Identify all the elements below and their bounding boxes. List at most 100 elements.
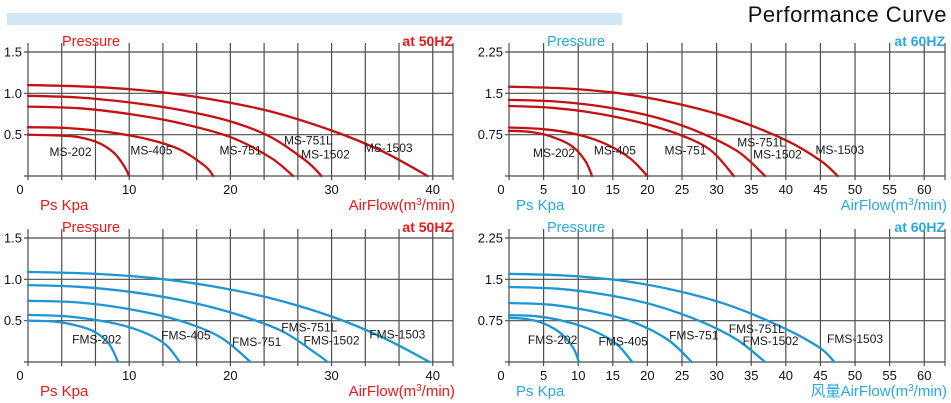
x-tick-label: 40	[779, 368, 793, 383]
series-label: MS-751L	[737, 135, 786, 149]
y-tick-label: 1.0	[4, 86, 22, 101]
x-tick-label: 15	[606, 182, 620, 197]
curve-ms-1503	[26, 83, 429, 178]
curve-ms-405	[26, 126, 215, 178]
series-label: FMS-202	[528, 333, 578, 347]
origin-tick-label: 0	[16, 182, 23, 197]
series-label: MS-405	[594, 144, 636, 158]
curve-fms-751l-fms-1502	[26, 283, 329, 364]
series-label: MS-1502	[301, 148, 350, 162]
x-tick-label: 20	[223, 368, 237, 383]
x-tick-label: 35	[744, 182, 758, 197]
series-label: FMS-1502	[743, 334, 799, 348]
origin-tick-label: 0	[497, 368, 504, 383]
x-tick-label: 60	[917, 182, 931, 197]
x-tick-label: 30	[709, 182, 723, 197]
series-label: FMS-751L	[281, 320, 337, 334]
curve-ms-751	[507, 104, 736, 178]
y-tick-label: 0.5	[4, 313, 22, 328]
series-label: MS-751L	[284, 133, 333, 147]
x-tick-label: 30	[324, 182, 338, 197]
series-label: MS-1502	[753, 148, 802, 162]
y-tick-label: 1.5	[4, 45, 22, 60]
x-tick-label: 25	[675, 182, 689, 197]
chart-pressure-label: Pressure	[62, 34, 120, 50]
header-accent-bar	[7, 13, 622, 25]
x-tick-label: 50	[848, 368, 862, 383]
x-axis-unit-label: 风量AirFlow(m3/min)	[811, 383, 947, 400]
y-tick-label: 0.75	[478, 313, 503, 328]
x-tick-label: 10	[571, 368, 585, 383]
x-tick-label: 10	[571, 182, 585, 197]
x-tick-label: 20	[640, 182, 654, 197]
curve-fms-405	[26, 313, 181, 364]
curve-ms-202	[507, 129, 594, 178]
chart-frequency-label: at 60HZ	[894, 219, 945, 235]
series-label: FMS-1502	[304, 334, 360, 348]
y-axis-unit-label: Ps Kpa	[40, 383, 89, 400]
curve-fms-1503	[26, 270, 431, 364]
curve-ms-751	[26, 105, 295, 178]
curve-ms-1503	[507, 85, 839, 178]
curve-fms-751	[26, 299, 252, 364]
y-tick-label: 2.25	[478, 231, 503, 246]
y-tick-label: 1.5	[4, 231, 22, 246]
x-tick-label: 45	[813, 182, 827, 197]
series-label: MS-202	[533, 146, 575, 160]
series-label: FMS-1503	[369, 328, 425, 342]
x-tick-label: 55	[882, 182, 896, 197]
series-label: FMS-751	[232, 335, 282, 349]
series-label: MS-751	[664, 144, 706, 158]
chart-frequency-label: at 50HZ	[402, 219, 453, 235]
series-label: FMS-202	[72, 333, 122, 347]
series-label: MS-202	[49, 145, 91, 159]
series-label: MS-1503	[815, 143, 864, 157]
curve-fms-751l-fms-1502	[507, 285, 767, 364]
y-tick-label: 0.75	[478, 127, 503, 142]
y-axis-unit-label: Ps Kpa	[516, 197, 565, 214]
x-tick-label: 60	[917, 368, 931, 383]
y-axis-unit-label: Ps Kpa	[516, 383, 565, 400]
x-tick-label: 40	[779, 182, 793, 197]
curve-ms-405	[507, 126, 649, 178]
chart-pressure-label: Pressure	[62, 220, 120, 236]
curve-ms-751l-ms-1502	[507, 98, 767, 178]
x-tick-label: 45	[813, 368, 827, 383]
series-label: MS-405	[130, 143, 172, 157]
curve-fms-751	[507, 301, 693, 364]
y-tick-label: 1.5	[485, 86, 503, 101]
y-tick-label: 0.5	[4, 127, 22, 142]
series-label: MS-751	[219, 143, 261, 157]
x-tick-label: 15	[606, 368, 620, 383]
curve-fms-202	[507, 316, 581, 364]
chart-frequency-label: at 50HZ	[402, 33, 453, 49]
x-tick-label: 40	[426, 182, 440, 197]
y-tick-label: 1.5	[485, 272, 503, 287]
origin-tick-label: 0	[16, 368, 23, 383]
x-axis-unit-label: AirFlow(m3/min)	[349, 383, 455, 400]
curve-ms-751l-ms-1502	[26, 94, 323, 178]
x-axis-unit-label: AirFlow(m3/min)	[841, 197, 947, 214]
curve-fms-405	[507, 314, 634, 364]
x-tick-label: 55	[882, 368, 896, 383]
x-tick-label: 35	[744, 368, 758, 383]
series-label: FMS-1503	[827, 332, 883, 346]
x-tick-label: 50	[848, 182, 862, 197]
x-tick-label: 10	[122, 368, 136, 383]
x-tick-label: 5	[540, 368, 547, 383]
x-tick-label: 20	[223, 182, 237, 197]
curve-fms-1503	[507, 272, 836, 364]
x-tick-label: 20	[640, 368, 654, 383]
chart-frequency-label: at 60HZ	[894, 33, 945, 49]
x-tick-label: 25	[675, 368, 689, 383]
curve-fms-202	[26, 319, 120, 364]
y-tick-label: 2.25	[478, 45, 503, 60]
series-label: FMS-751L	[729, 322, 785, 336]
series-label: FMS-751	[669, 329, 719, 343]
chart-pressure-label: Pressure	[547, 220, 605, 236]
x-tick-label: 40	[426, 368, 440, 383]
